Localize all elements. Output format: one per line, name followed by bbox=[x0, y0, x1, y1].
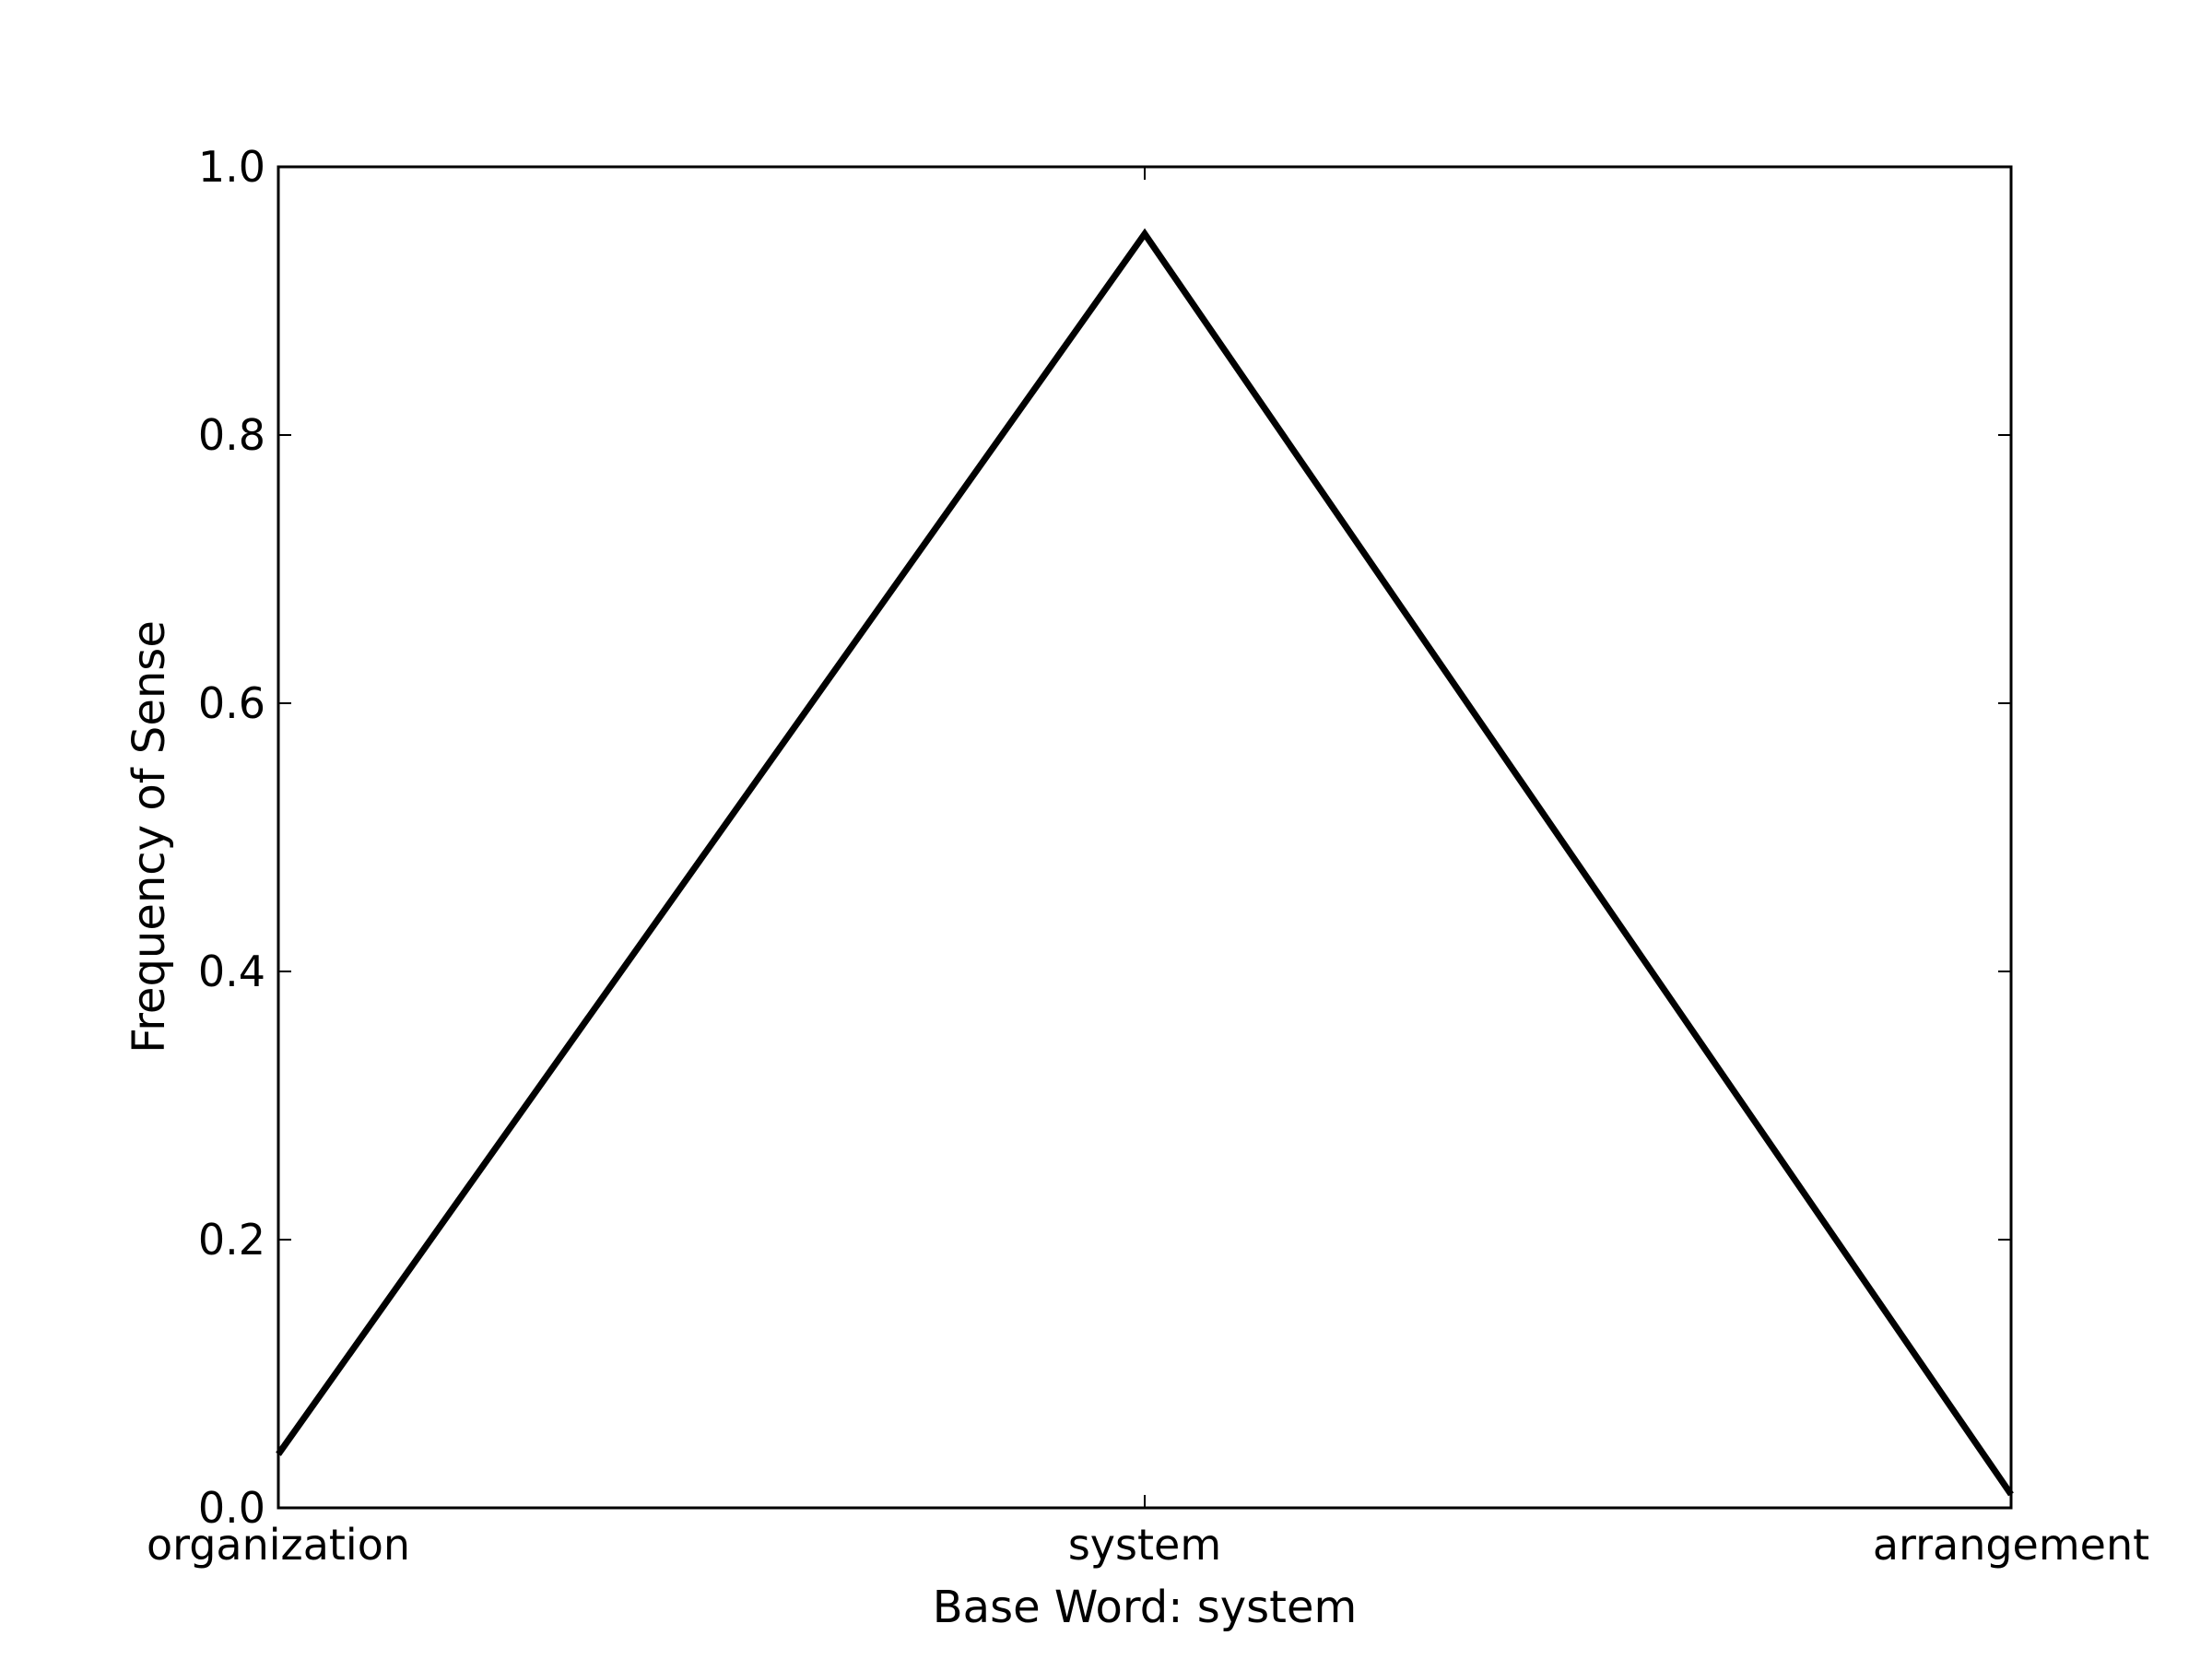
axis-ticks bbox=[277, 166, 2012, 1509]
x-tick-label: arrangement bbox=[1873, 1520, 2149, 1570]
x-axis-label: Base Word: system bbox=[933, 1582, 1357, 1633]
y-tick-label: 0.8 bbox=[198, 410, 265, 460]
y-axis-label: Frequency of Sense bbox=[124, 620, 175, 1053]
y-tick-label: 0.2 bbox=[198, 1215, 265, 1265]
x-tick-labels: organization system arrangement bbox=[147, 1520, 2149, 1570]
x-tick-label: organization bbox=[147, 1520, 410, 1570]
y-tick-label: 0.4 bbox=[198, 947, 265, 996]
y-tick-label: 0.6 bbox=[198, 678, 265, 728]
series-line bbox=[276, 228, 2014, 1497]
plot-frame bbox=[276, 165, 2013, 1510]
y-tick-label: 0.0 bbox=[198, 1483, 265, 1533]
y-tick-label: 1.0 bbox=[198, 142, 265, 192]
series-group bbox=[276, 228, 2014, 1497]
x-tick-label: system bbox=[1068, 1520, 1221, 1570]
y-tick-labels: 0.0 0.2 0.4 0.6 0.8 1.0 bbox=[198, 142, 265, 1533]
